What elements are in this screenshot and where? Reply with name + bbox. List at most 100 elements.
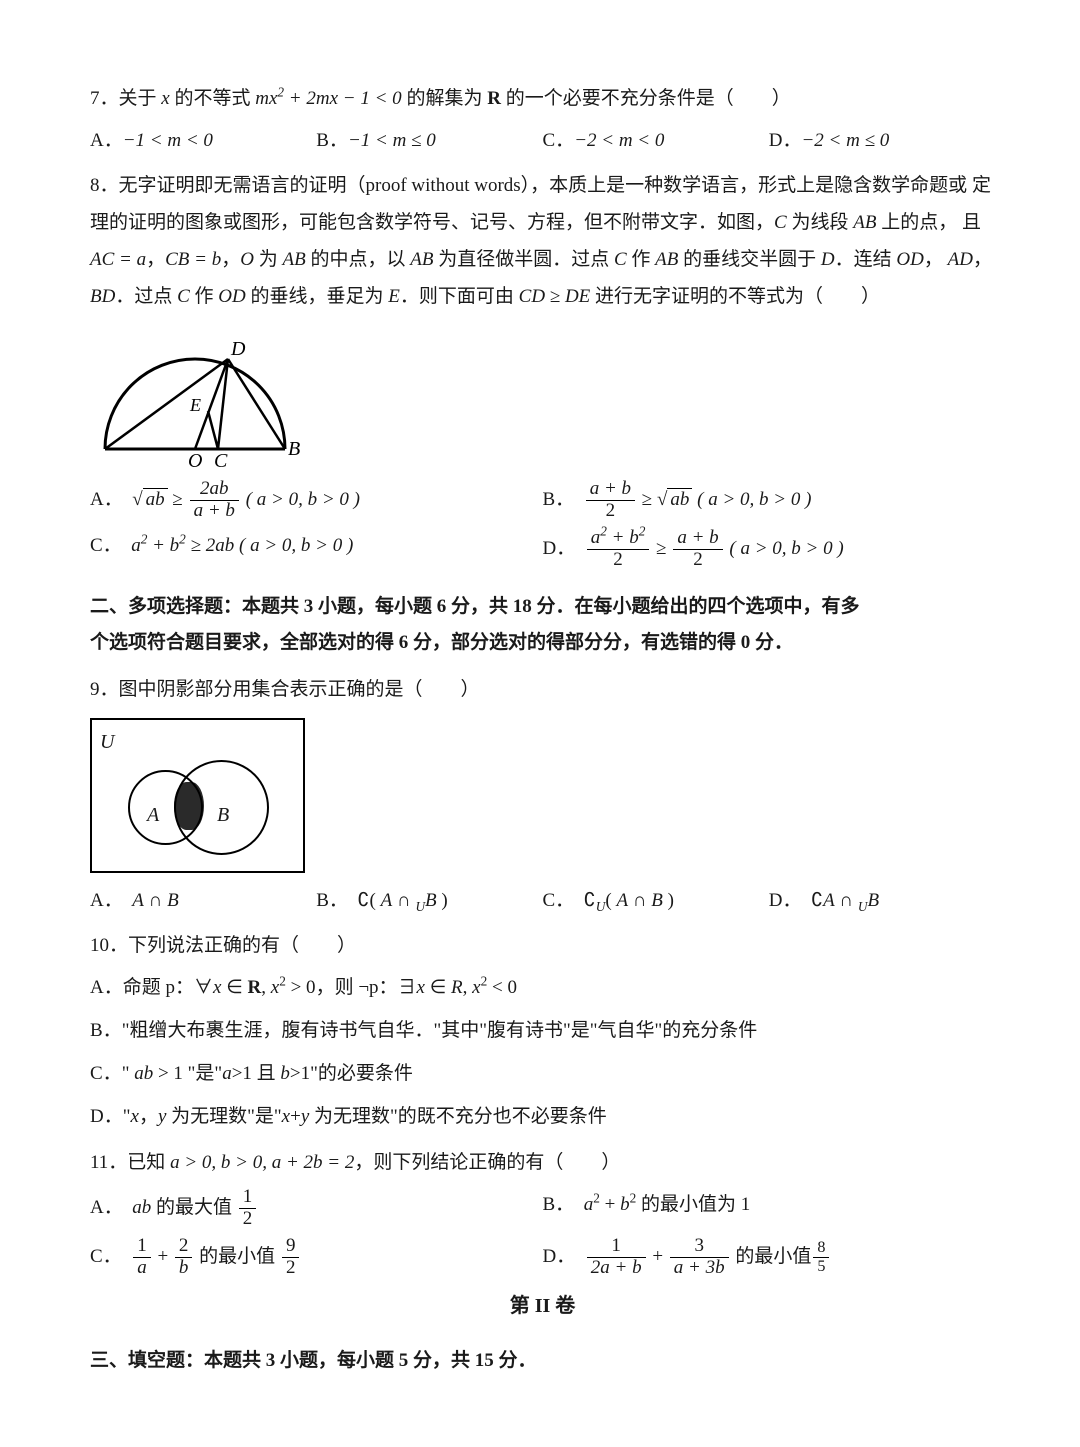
- q10-opt-d: D．"x，y 为无理数"是"x+y 为无理数"的既不充分也不必要条件: [90, 1098, 995, 1136]
- q10-opt-a: A．命题 p：∀x ∈ R, x2 > 0，则 ¬p：∃x ∈ R, x2 < …: [90, 969, 995, 1007]
- q11-options-row2: C． 1a + 2b 的最小值 92 D． 12a + b + 3a + 3b …: [90, 1236, 995, 1279]
- q8-l3AB3: AB: [410, 249, 433, 270]
- q8-options-row2: C． a2 + b2 ≥ 2ab ( a > 0, b > 0 ) D． a2 …: [90, 528, 995, 571]
- q8-l2C: C: [774, 212, 787, 233]
- q8-opt-d: D． a2 + b22 ≥ a + b2 ( a > 0, b > 0 ): [543, 528, 996, 571]
- q7-suffix: 的一个必要不充分条件是（ ）: [501, 88, 791, 109]
- q7-opt-b: B．−1 < m ≤ 0: [316, 123, 542, 159]
- q8b-ge: ≥: [637, 489, 657, 510]
- q8-l3AB2: AB: [283, 249, 306, 270]
- q8d-num2: a + b: [673, 528, 722, 550]
- q11c-d1: a: [133, 1258, 151, 1279]
- s2-l2: 个选项符合题目要求，全部选对的得 6 分，部分选对的得部分分，有选错的得 0 分…: [90, 632, 793, 653]
- q10-opt-c: C．" ab > 1 "是"a>1 且 b>1"的必要条件: [90, 1055, 995, 1093]
- q7-number: 7．: [90, 88, 119, 109]
- q11d-d2: a + 3b: [670, 1258, 729, 1279]
- question-9: 9．图中阴影部分用集合表示正确的是（ ） U A B A． A ∩ B B． ∁…: [90, 671, 995, 919]
- q8d-den1: 2: [587, 550, 650, 571]
- q10a-label: A．: [90, 977, 123, 998]
- q8-l3e: 的中点，以: [306, 249, 411, 270]
- q11-opt-c: C． 1a + 2b 的最小值 92: [90, 1236, 543, 1279]
- q11a-den: 2: [239, 1209, 257, 1230]
- q9-text: 图中阴影部分用集合表示正确的是（ ）: [119, 679, 480, 700]
- q10-text: 下列说法正确的有（ ）: [128, 935, 356, 956]
- q10-opt-b: B．"粗缯大布裹生涯，腹有诗书气自华．"其中"腹有诗书"是"气自华"的充分条件: [90, 1012, 995, 1050]
- q11d-d1: 2a + b: [587, 1258, 646, 1279]
- q9-opt-a: A． A ∩ B: [90, 883, 316, 919]
- q8a-cond: ( a > 0, b > 0 ): [246, 489, 360, 510]
- svg-text:D: D: [230, 338, 246, 360]
- q8-l3j: ，: [924, 249, 943, 270]
- q11d-plus: +: [648, 1246, 668, 1267]
- q8-l4AD: AD: [948, 249, 973, 270]
- q8-l4f: 进行无字证明的不等式为（ ）: [590, 286, 880, 307]
- q9-figure: U A B: [90, 718, 995, 873]
- question-7: 7．关于 x 的不等式 mx2 + 2mx − 1 < 0 的解集为 R 的一个…: [90, 80, 995, 159]
- q8-l4E: E: [388, 286, 400, 307]
- q11b-label: B．: [543, 1194, 565, 1215]
- q9-options: A． A ∩ B B． ∁( A ∩ UB ) C． ∁U( A ∩ B ) D…: [90, 883, 995, 919]
- q8a-ge: ≥: [168, 489, 188, 510]
- q8-l3AC: AC = a: [90, 249, 146, 270]
- q11c-text: 的最小值: [194, 1246, 280, 1267]
- q8b-den: 2: [586, 501, 635, 522]
- q8-l3CB: CB = b: [165, 249, 221, 270]
- q8-stem: 8．无字证明即无需语言的证明（proof without words），本质上是…: [90, 167, 995, 315]
- q11a-label: A．: [90, 1197, 113, 1218]
- q11c-d2: b: [175, 1258, 193, 1279]
- q8-l4BD: BD: [90, 286, 115, 307]
- q8-figure: D E O C B: [90, 329, 995, 469]
- q8-l3O: O: [240, 249, 254, 270]
- q11-opt-a: A． ab 的最大值 12: [90, 1187, 543, 1230]
- q7-opt-c: C．−2 < m < 0: [543, 123, 769, 159]
- q11c-label: C．: [90, 1246, 112, 1267]
- q11d-rn: 8: [813, 1239, 829, 1258]
- question-11: 11．已知 a > 0, b > 0, a + 2b = 2，则下列结论正确的有…: [90, 1144, 995, 1279]
- q10c-label: C．: [90, 1063, 122, 1084]
- q8a-den: a + b: [190, 501, 239, 522]
- q10b-text: "粗缯大布裹生涯，腹有诗书气自华．"其中"腹有诗书"是"气自华"的充分条件: [122, 1020, 758, 1041]
- question-10: 10．下列说法正确的有（ ） A．命题 p：∀x ∈ R, x2 > 0，则 ¬…: [90, 927, 995, 1136]
- q11-opt-b: B． a2 + b2 的最小值为 1: [543, 1187, 996, 1230]
- q8-l2AB: AB: [853, 212, 876, 233]
- q8-l3c: ，: [221, 249, 240, 270]
- q8-line1: 无字证明即无需语言的证明（proof without words），本质上是一种…: [119, 175, 968, 196]
- q11c-rd: 2: [282, 1258, 300, 1279]
- section-3-heading: 三、填空题：本题共 3 小题，每小题 5 分，共 15 分．: [90, 1343, 995, 1379]
- q7-R: R: [487, 88, 501, 109]
- q7-opt-d: D．−2 < m ≤ 0: [769, 123, 995, 159]
- q9-opt-b: B． ∁( A ∩ UB ): [316, 883, 542, 919]
- q11a-text: 的最大值: [151, 1197, 237, 1218]
- q10a-prefix: 命题 p：: [123, 977, 194, 998]
- q10-stem: 10．下列说法正确的有（ ）: [90, 927, 995, 964]
- svg-text:O: O: [188, 450, 202, 469]
- q9-opt-c: C． ∁U( A ∩ B ): [543, 883, 769, 919]
- q8-options-row1: A． ab ≥ 2aba + b ( a > 0, b > 0 ) B． a +…: [90, 479, 995, 522]
- q10a-mid: ，则 ¬p：: [316, 977, 398, 998]
- q8-l3C2: C: [614, 249, 627, 270]
- q8a-sqrt: ab: [143, 488, 168, 510]
- q11c-n2: 2: [175, 1236, 193, 1258]
- q9-number: 9．: [90, 679, 119, 700]
- q8d-cond: ( a > 0, b > 0 ): [729, 538, 843, 559]
- q8-l4OD2: OD: [218, 286, 245, 307]
- question-8: 8．无字证明即无需语言的证明（proof without words），本质上是…: [90, 167, 995, 571]
- semicircle-diagram: D E O C B: [90, 329, 300, 469]
- q11c-plus: +: [153, 1246, 173, 1267]
- q9-opt-d: D． ∁A ∩ UB: [769, 883, 995, 919]
- q8d-ge: ≥: [651, 538, 671, 559]
- q11c-rn: 9: [282, 1236, 300, 1258]
- svg-text:B: B: [288, 438, 300, 460]
- q7-expr: mx2 + 2mx − 1 < 0: [255, 88, 401, 109]
- q7-mid1: 的不等式: [170, 88, 256, 109]
- venn-U: U: [100, 723, 114, 761]
- q11-number: 11．: [90, 1152, 127, 1173]
- q11-stem: 11．已知 a > 0, b > 0, a + 2b = 2，则下列结论正确的有…: [90, 1144, 995, 1181]
- q7-mid2: 的解集为: [402, 88, 488, 109]
- q8-l3OD: OD: [896, 249, 923, 270]
- q8-l4C: C: [177, 286, 190, 307]
- q8-l3h: 的垂线交半圆于: [678, 249, 821, 270]
- q8-l3g: 作: [627, 249, 656, 270]
- q8d-den2: 2: [673, 550, 722, 571]
- venn-A-label: A: [147, 796, 159, 834]
